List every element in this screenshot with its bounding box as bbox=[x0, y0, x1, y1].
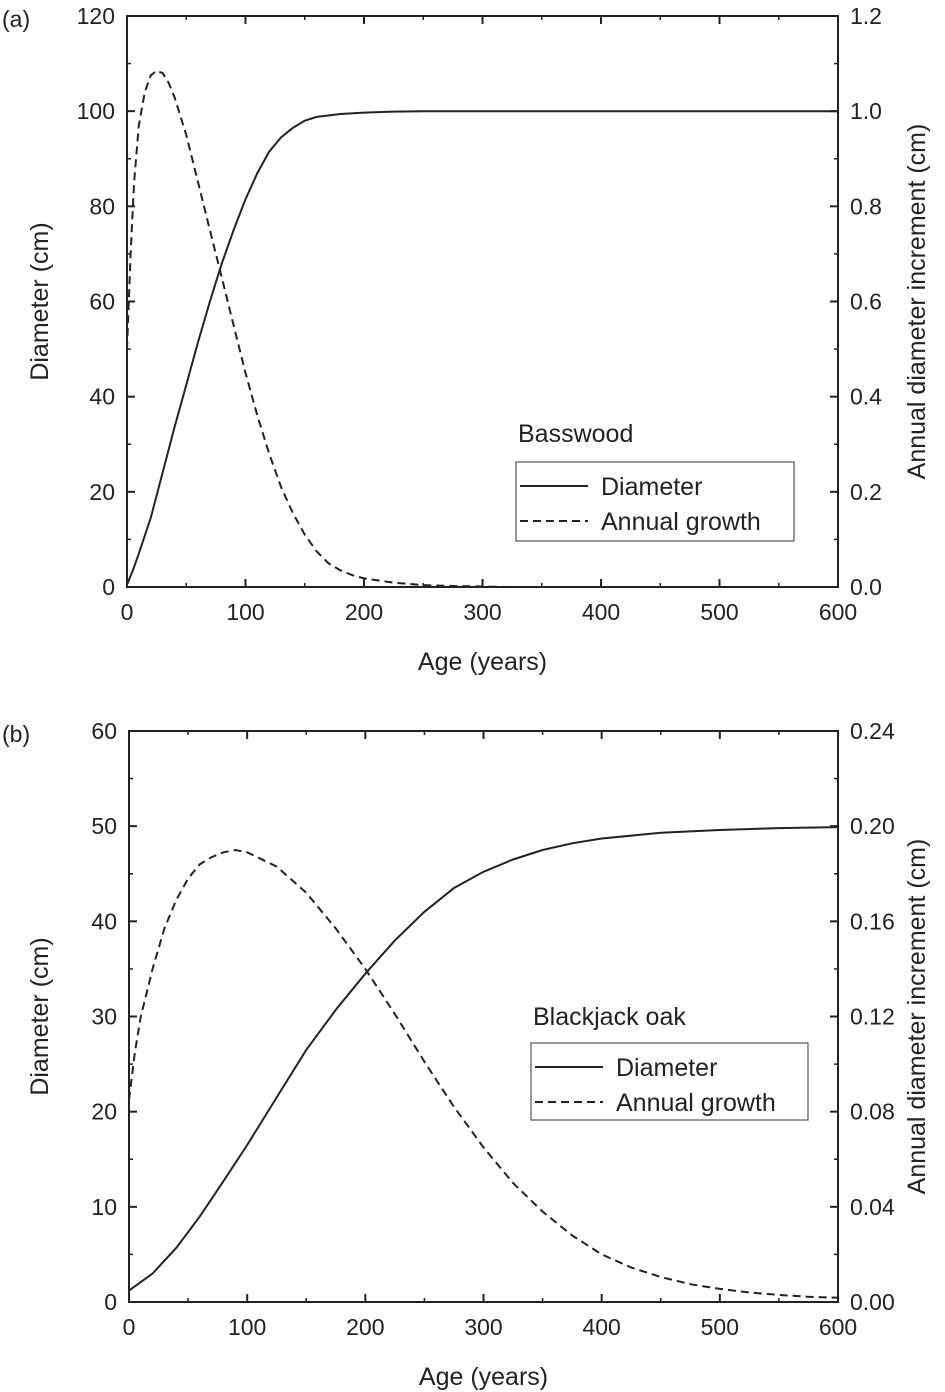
y-right-tick-label: 0.08 bbox=[850, 1099, 895, 1125]
legend-label: Diameter bbox=[601, 473, 702, 501]
y-left-tick-label: 0 bbox=[102, 574, 115, 600]
x-tick-label: 500 bbox=[701, 1314, 739, 1340]
x-tick-label: 600 bbox=[819, 599, 857, 625]
x-tick-label: 300 bbox=[464, 1314, 502, 1340]
x-tick-label: 400 bbox=[582, 599, 620, 625]
y-right-tick-label: 0.8 bbox=[850, 193, 882, 219]
x-tick-label: 600 bbox=[819, 1314, 857, 1340]
plot-frame bbox=[128, 730, 839, 1303]
species-annotation: Basswood bbox=[518, 420, 633, 448]
y-right-tick-label: 0.0 bbox=[850, 574, 882, 600]
y-right-tick-label: 1.2 bbox=[850, 3, 882, 29]
x-tick-label: 400 bbox=[582, 1314, 620, 1340]
diameter-series-line bbox=[128, 826, 839, 1292]
legend-label: Diameter bbox=[616, 1054, 717, 1082]
y-left-tick-label: 50 bbox=[91, 813, 117, 839]
x-tick-label: 500 bbox=[700, 599, 738, 625]
y-left-tick-label: 20 bbox=[89, 479, 115, 505]
y-left-tick-label: 60 bbox=[91, 718, 117, 744]
y-right-tick-label: 1.0 bbox=[850, 98, 882, 124]
x-tick-label: 0 bbox=[123, 1314, 136, 1340]
x-tick-label: 100 bbox=[228, 1314, 266, 1340]
legend-box bbox=[530, 1042, 809, 1121]
panel-b: (b) 0 100 200 300 400 500 600 0 10 20 30 40 50 60 0.00 0… bbox=[2, 718, 931, 1391]
y-right-tick-label: 0.24 bbox=[850, 718, 895, 744]
y-right-tick-label: 0.4 bbox=[850, 384, 882, 410]
species-annotation: Blackjack oak bbox=[533, 1003, 686, 1031]
y-left-tick-label: 10 bbox=[91, 1194, 117, 1220]
y-right-tick-label: 0.00 bbox=[850, 1289, 895, 1315]
legend-box bbox=[515, 461, 795, 542]
panel-label: (b) bbox=[2, 721, 30, 747]
x-axis-label: Age (years) bbox=[419, 1363, 548, 1391]
x-tick-label: 0 bbox=[121, 599, 134, 625]
y-left-tick-label: 120 bbox=[77, 3, 115, 29]
y-left-axis-label: Diameter (cm) bbox=[26, 222, 54, 380]
x-axis-label: Age (years) bbox=[418, 648, 547, 676]
y-right-axis-label: Annual diameter increment (cm) bbox=[903, 124, 931, 480]
y-left-axis-label: Diameter (cm) bbox=[26, 937, 54, 1095]
x-tick-label: 200 bbox=[345, 599, 383, 625]
panel-a: (a) 0 100 200 300 400 500 600 0 20 40 60 80 100 120 0.0… bbox=[2, 3, 931, 676]
x-tick-label: 200 bbox=[346, 1314, 384, 1340]
y-right-tick-label: 0.2 bbox=[850, 479, 882, 505]
y-right-tick-label: 0.04 bbox=[850, 1194, 895, 1220]
x-tick-label: 300 bbox=[463, 599, 501, 625]
y-left-tick-label: 20 bbox=[91, 1099, 117, 1125]
panel-label: (a) bbox=[2, 6, 30, 32]
diameter-series-line bbox=[126, 110, 838, 585]
y-right-tick-label: 0.12 bbox=[850, 1004, 895, 1030]
y-right-tick-label: 0.16 bbox=[850, 908, 895, 934]
y-right-tick-label: 0.6 bbox=[850, 289, 882, 315]
y-right-tick-label: 0.20 bbox=[850, 813, 895, 839]
y-left-tick-label: 80 bbox=[89, 193, 115, 219]
annual-growth-series-line bbox=[126, 69, 530, 588]
x-tick-label: 100 bbox=[226, 599, 264, 625]
y-left-tick-label: 60 bbox=[89, 289, 115, 315]
legend-label: Annual growth bbox=[616, 1089, 776, 1117]
y-left-tick-label: 40 bbox=[91, 908, 117, 934]
y-left-tick-label: 0 bbox=[104, 1289, 117, 1315]
y-left-tick-label: 100 bbox=[77, 98, 115, 124]
legend-label: Annual growth bbox=[601, 508, 761, 536]
y-left-tick-label: 40 bbox=[89, 384, 115, 410]
y-right-axis-label: Annual diameter increment (cm) bbox=[903, 839, 931, 1195]
annual-growth-series-line bbox=[128, 848, 839, 1299]
y-left-tick-label: 30 bbox=[91, 1004, 117, 1030]
